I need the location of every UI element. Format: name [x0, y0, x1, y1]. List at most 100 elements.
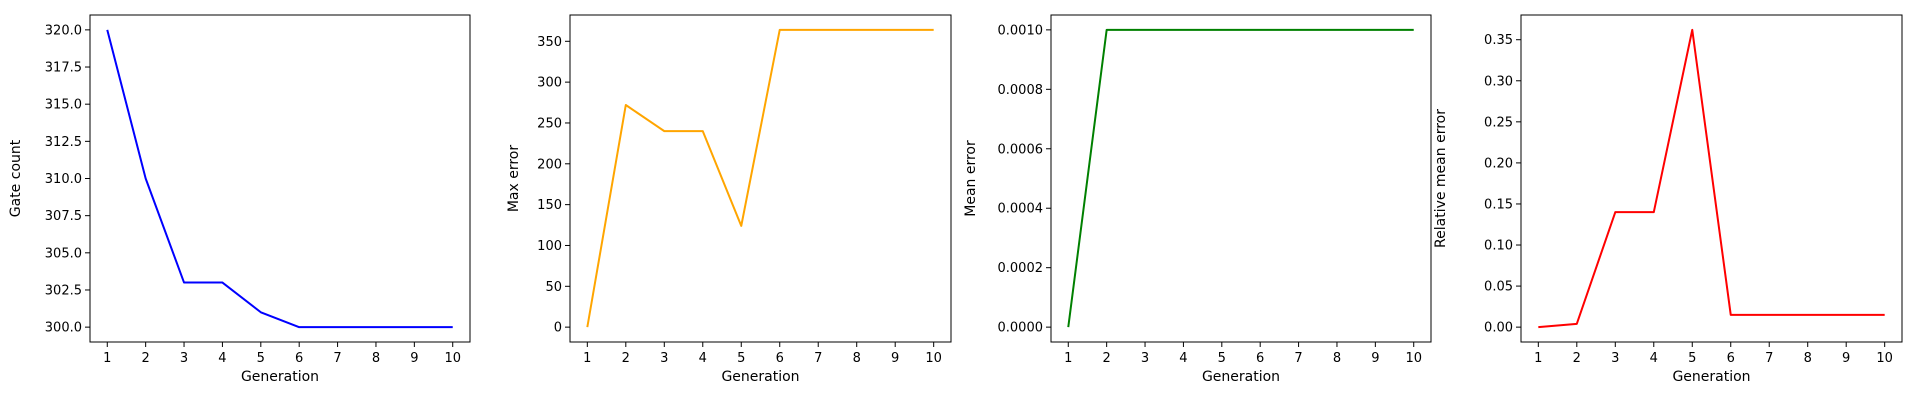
- x-tick-label: 7: [814, 351, 822, 366]
- y-tick-label: 310.0: [45, 172, 82, 187]
- y-tick-label: 0.0002: [998, 261, 1044, 276]
- x-tick-label: 4: [699, 351, 707, 366]
- series-line: [1538, 28, 1885, 329]
- y-tick-label: 100: [537, 239, 562, 254]
- y-tick-label: 0.0010: [998, 23, 1044, 38]
- x-tick-label: 10: [925, 351, 942, 366]
- y-tick-label: 317.5: [45, 61, 82, 76]
- series-line: [1067, 28, 1414, 328]
- data-point: [1576, 323, 1578, 325]
- y-tick-label: 250: [537, 116, 562, 131]
- chart-panel-2: 1 2 3 4 5 6 7 8 9 10050100150200250300350Generati…: [506, 14, 952, 385]
- y-tick-label: 0.05: [1484, 280, 1513, 295]
- data-point: [1845, 314, 1847, 316]
- data-point: [1768, 314, 1770, 316]
- data-point: [145, 178, 147, 180]
- y-tick-label: 0.10: [1484, 239, 1513, 254]
- axes-frame: [1050, 14, 1432, 343]
- axes-frame: [1520, 14, 1903, 343]
- chart-panel-3: 1 2 3 4 5 6 7 8 9 10 0.0000 0.0002 0.0004 0.0006 0.000…: [963, 14, 1432, 385]
- data-point: [221, 282, 223, 284]
- data-point: [375, 326, 377, 328]
- data-point: [894, 29, 896, 31]
- data-point: [856, 29, 858, 31]
- x-tick-label: 1: [1534, 351, 1542, 366]
- y-tick-label: 0.15: [1484, 197, 1513, 212]
- data-point: [1221, 29, 1223, 31]
- y-tick-label: 300.0: [45, 321, 82, 336]
- chart-panel-4: 1 2 3 4 5 6 7 8 9 10 0.00 0.05 0.10 0.15 0.20 0.25 0.30 0…: [1433, 14, 1903, 385]
- data-point: [183, 282, 185, 284]
- x-tick-label: 9: [1371, 351, 1379, 366]
- y-tick-label: 200: [537, 157, 562, 172]
- x-tick-label: 6: [776, 351, 784, 366]
- x-tick-label: 2: [1103, 351, 1111, 366]
- data-point: [586, 326, 588, 328]
- y-tick-label: 150: [537, 198, 562, 213]
- y-axis-label: Relative mean error: [1433, 109, 1449, 248]
- y-tick-label: 0.0008: [998, 83, 1044, 98]
- series-line: [586, 28, 934, 328]
- y-axis-label: Max error: [506, 145, 522, 213]
- x-tick-label: 5: [1218, 351, 1226, 366]
- data-point: [1144, 29, 1146, 31]
- x-tick-label: 4: [1650, 351, 1658, 366]
- data-point: [1374, 29, 1376, 31]
- y-tick-label: 0.35: [1484, 33, 1513, 48]
- x-tick-label: 9: [1842, 351, 1850, 366]
- y-tick-label: 305.0: [45, 246, 82, 261]
- data-point: [625, 104, 627, 106]
- y-tick-label: 312.5: [45, 135, 82, 150]
- data-point: [1413, 29, 1415, 31]
- x-tick-label: 8: [853, 351, 861, 366]
- y-tick-label: 0.0004: [998, 202, 1044, 217]
- y-tick-label: 0.25: [1484, 115, 1513, 130]
- y-tick-label: 307.5: [45, 209, 82, 224]
- x-tick-label: 1: [583, 351, 591, 366]
- y-tick-label: 0: [554, 321, 562, 336]
- x-tick-label: 4: [218, 351, 226, 366]
- x-tick-label: 6: [1727, 351, 1735, 366]
- y-tick-label: 0.00: [1484, 321, 1513, 336]
- x-tick-label: 5: [737, 351, 745, 366]
- data-point: [413, 326, 415, 328]
- x-tick-label: 3: [660, 351, 668, 366]
- data-point: [337, 326, 339, 328]
- x-tick-label: 8: [372, 351, 380, 366]
- x-tick-label: 4: [1179, 351, 1187, 366]
- data-point: [1106, 29, 1108, 31]
- data-point: [1884, 314, 1886, 316]
- x-tick-label: 10: [1405, 351, 1422, 366]
- data-point: [1537, 326, 1539, 328]
- data-point: [817, 29, 819, 31]
- x-tick-label: 7: [1765, 351, 1773, 366]
- x-tick-label: 2: [1573, 351, 1581, 366]
- chart-panel-1: 1 2 3 4 5 6 7 8 9 10 300.0 302.5 305.0 307.5 310.0 312.…: [8, 14, 471, 385]
- x-tick-label: 3: [1141, 351, 1149, 366]
- x-tick-label: 9: [891, 351, 899, 366]
- data-point: [298, 326, 300, 328]
- data-point: [1807, 314, 1809, 316]
- y-tick-label: 320.0: [45, 23, 82, 38]
- x-tick-label: 2: [622, 351, 630, 366]
- y-tick-label: 0.0000: [998, 321, 1044, 336]
- x-tick-label: 9: [410, 351, 418, 366]
- y-tick-label: 315.0: [45, 98, 82, 113]
- y-tick-label: 0.20: [1484, 156, 1513, 171]
- data-point: [1298, 29, 1300, 31]
- data-point: [106, 29, 108, 31]
- x-axis-label: Generation: [1672, 369, 1750, 385]
- data-point: [1259, 29, 1261, 31]
- x-tick-label: 6: [1256, 351, 1264, 366]
- data-point: [702, 130, 704, 132]
- y-tick-label: 302.5: [45, 283, 82, 298]
- x-tick-label: 7: [333, 351, 341, 366]
- data-point: [779, 29, 781, 31]
- x-tick-label: 6: [295, 351, 303, 366]
- x-axis-label: Generation: [241, 369, 319, 385]
- y-tick-label: 350: [537, 35, 562, 50]
- y-tick-label: 50: [545, 280, 562, 295]
- axes-frame: [569, 14, 952, 343]
- x-tick-label: 10: [1876, 351, 1893, 366]
- y-axis-label: Mean error: [963, 140, 979, 217]
